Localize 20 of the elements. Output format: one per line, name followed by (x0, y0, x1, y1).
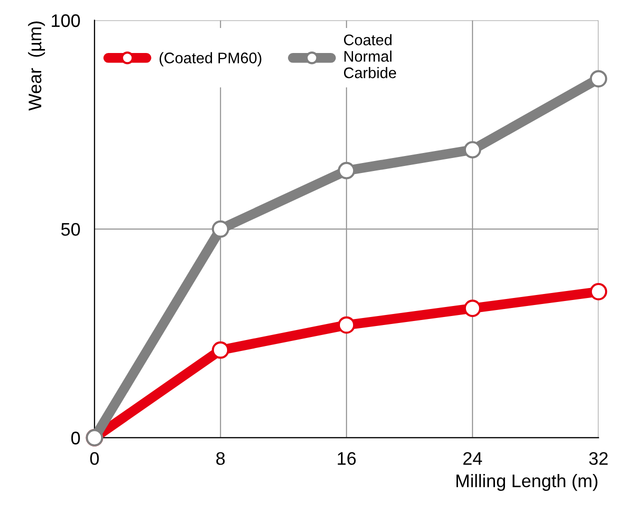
y-tick-label: 0 (71, 432, 80, 444)
point (212, 341, 230, 359)
y-axis-title: Wear (µm) (28, 21, 45, 111)
point (464, 300, 482, 318)
legend-label: Coated Normal Carbide (344, 34, 396, 78)
y-tick-label: 50 (61, 222, 80, 236)
point (212, 220, 230, 238)
x-tick-label: 24 (463, 452, 482, 465)
point (338, 316, 356, 334)
y-tick-label: 100 (52, 14, 80, 28)
legend-label: (Coated PM60) (160, 52, 262, 66)
x-tick-label: 8 (216, 452, 225, 465)
x-tick-label: 0 (90, 452, 99, 465)
point (338, 162, 356, 180)
point (590, 282, 608, 300)
x-tick-label: 32 (589, 452, 608, 465)
x-axis-title: Milling Length (m) (456, 474, 598, 491)
point (590, 70, 608, 88)
x-tick-label: 16 (338, 452, 356, 465)
point (464, 141, 482, 158)
